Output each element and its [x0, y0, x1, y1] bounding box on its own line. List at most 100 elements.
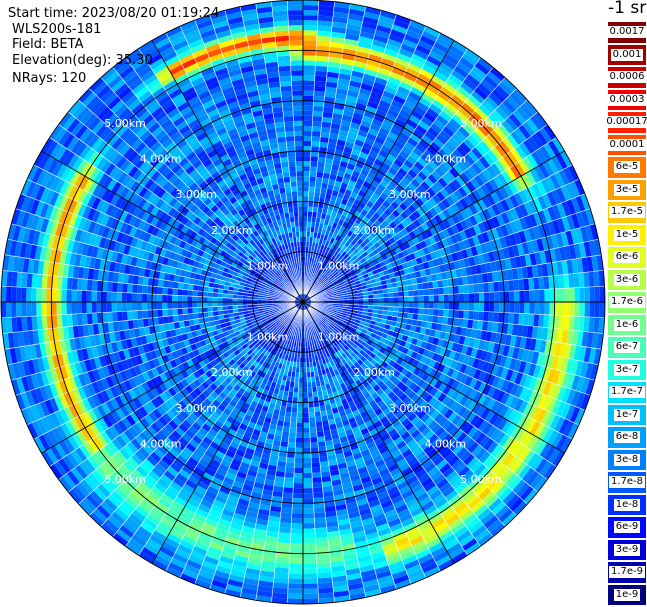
range-gate-cell: [353, 235, 361, 243]
range-gate-cell: [460, 249, 469, 260]
range-gate-cell: [356, 45, 371, 55]
range-gate-cell: [441, 174, 452, 185]
range-gate-cell: [382, 288, 389, 294]
range-gate-cell: [498, 102, 513, 117]
range-gate-cell: [599, 286, 605, 302]
range-gate-cell: [539, 289, 545, 302]
range-gate-cell: [482, 136, 495, 150]
range-gate-cell: [512, 110, 526, 125]
range-gate-cell: [455, 211, 465, 223]
range-gate-cell: [428, 235, 437, 245]
range-gate-cell: [513, 313, 520, 325]
range-gate-cell: [289, 563, 303, 569]
range-gate-cell: [329, 128, 340, 135]
range-gate-cell: [321, 256, 326, 262]
range-gate-cell: [563, 245, 572, 261]
range-gate-cell: [323, 262, 328, 269]
range-gate-cell: [333, 281, 339, 286]
range-gate-cell: [481, 231, 490, 243]
range-gate-cell: [337, 191, 345, 199]
range-gate-cell: [400, 163, 411, 173]
range-gate-cell: [368, 298, 374, 302]
range-gate-cell: [347, 258, 354, 264]
range-gate-cell: [364, 159, 374, 168]
range-gate-cell: [383, 208, 392, 217]
range-gate-cell: [437, 279, 444, 288]
range-gate-cell: [553, 275, 560, 289]
range-gate-cell: [333, 251, 339, 258]
range-gate-cell: [404, 34, 420, 45]
range-gate-cell: [498, 81, 513, 96]
range-gate-cell: [331, 262, 337, 269]
range-gate-cell: [538, 276, 545, 290]
range-gate-cell: [333, 245, 339, 252]
range-gate-cell: [315, 264, 320, 270]
range-gate-cell: [278, 532, 291, 539]
range-gate-cell: [403, 72, 418, 83]
range-gate-cell: [375, 109, 387, 119]
range-gate-cell: [332, 292, 338, 296]
range-gate-cell: [494, 188, 505, 202]
range-gate-cell: [494, 159, 506, 174]
range-gate-cell: [530, 151, 543, 167]
range-gate-cell: [547, 140, 561, 157]
range-gate-cell: [471, 65, 487, 80]
range-gate-cell: [486, 218, 496, 230]
range-gate-cell: [544, 289, 550, 302]
range-gate-cell: [429, 103, 443, 115]
range-gate-cell: [463, 153, 476, 166]
range-gate-cell: [447, 98, 462, 111]
range-gate-cell: [451, 69, 466, 83]
range-gate-cell: [532, 225, 542, 240]
range-gate-cell: [452, 163, 464, 176]
range-gate-cell: [345, 283, 351, 288]
range-gate-cell: [388, 302, 394, 307]
range-gate-cell: [377, 309, 384, 315]
range-gate-cell: [290, 528, 303, 534]
range-gate-cell: [310, 226, 315, 233]
range-gate-cell: [453, 309, 459, 319]
range-gate-cell: [476, 186, 487, 199]
range-gate-cell: [546, 262, 554, 277]
range-gate-cell: [303, 447, 311, 453]
range-gate-cell: [391, 67, 406, 77]
range-gate-cell: [346, 163, 356, 171]
range-gate-cell: [468, 310, 474, 320]
range-gate-cell: [529, 289, 535, 302]
range-gate-cell: [334, 234, 341, 241]
range-gate-cell: [315, 537, 329, 544]
range-gate-cell: [520, 173, 532, 188]
range-gate-cell: [424, 163, 435, 174]
range-gate-cell: [473, 224, 482, 236]
range-gate-cell: [428, 197, 438, 208]
range-gate-cell: [528, 277, 535, 291]
range-gate-cell: [514, 219, 524, 233]
range-gate-cell: [332, 113, 343, 120]
range-gate-cell: [400, 219, 409, 229]
range-gate-cell: [437, 201, 447, 212]
range-gate-cell: [331, 211, 338, 218]
range-gate-cell: [322, 106, 334, 114]
range-gate-cell: [494, 85, 510, 100]
range-gate-cell: [536, 180, 547, 196]
range-gate-cell: [448, 286, 454, 295]
range-gate-cell: [380, 145, 392, 154]
range-gate-cell: [295, 442, 303, 448]
range-gate-cell: [283, 482, 294, 488]
range-gate-cell: [308, 402, 315, 408]
range-gate-cell: [280, 436, 289, 443]
range-gate-cell: [313, 287, 318, 292]
range-gate-cell: [309, 176, 317, 182]
range-gate-cell: [516, 267, 524, 280]
range-gate-cell: [382, 90, 396, 100]
range-gate-cell: [428, 288, 434, 296]
range-gate-cell: [498, 140, 511, 155]
range-gate-cell: [388, 104, 402, 114]
range-gate-cell: [563, 167, 575, 184]
range-gate-cell: [340, 119, 352, 127]
range-gate-cell: [478, 283, 484, 293]
range-gate-cell: [421, 275, 428, 284]
range-gate-cell: [323, 275, 328, 281]
range-gate-cell: [358, 124, 370, 133]
range-gate-cell: [308, 407, 315, 413]
